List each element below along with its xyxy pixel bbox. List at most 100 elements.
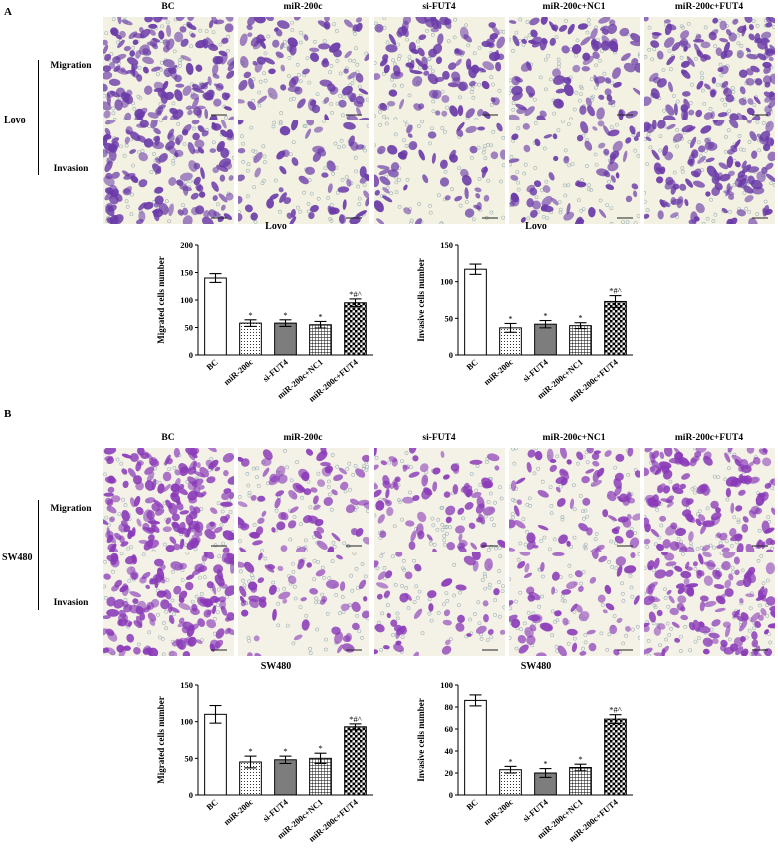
y-tick-label: 100 xyxy=(180,295,193,305)
x-tick-label: BC xyxy=(204,797,219,812)
y-tick-label: 50 xyxy=(185,753,194,763)
x-tick-label: miR-200c xyxy=(482,357,515,387)
error-bar-0 xyxy=(469,263,482,275)
significance-label-3: * xyxy=(318,311,322,321)
y-tick-label: 20 xyxy=(445,768,454,778)
error-bar-4 xyxy=(349,723,362,731)
y-axis-label: Migrated cells number xyxy=(156,696,166,783)
error-bar-0 xyxy=(209,704,222,724)
significance-label-4: *#^ xyxy=(349,714,362,724)
column-header-mir200c-nc1-b: miR-200c+NC1 xyxy=(542,433,606,443)
chart-title: SW480 xyxy=(521,661,552,672)
row-bracket-line-b xyxy=(38,500,39,610)
bar-0 xyxy=(204,713,227,796)
error-bar-4 xyxy=(349,298,362,308)
error-bar-1 xyxy=(244,319,257,327)
column-header-sifut4: si-FUT4 xyxy=(422,2,456,12)
micrograph-migration-sifut4 xyxy=(374,17,505,121)
x-tick-label: BC xyxy=(204,357,219,372)
row-label-migration: Migration xyxy=(50,61,92,71)
error-bar-1 xyxy=(504,765,517,774)
chart-title: SW480 xyxy=(261,661,292,672)
x-tick-label: BC xyxy=(464,797,479,812)
x-tick-label: si-FUT4 xyxy=(261,356,291,383)
y-tick-label: 150 xyxy=(180,680,193,690)
micrograph-invasion-bc xyxy=(103,120,234,224)
chart-svg: Lovo 0 50 100 150 200 Migrated cells number BC *… xyxy=(156,221,373,404)
y-tick-label: 0 xyxy=(449,350,453,360)
y-tick-label: 50 xyxy=(445,313,454,323)
column-header-mir200c-fut4: miR-200c+FUT4 xyxy=(674,2,744,12)
chart-title: Lovo xyxy=(525,221,547,232)
cell-line-label-sw480: SW480 xyxy=(2,552,33,563)
error-bar-2 xyxy=(539,319,552,329)
panel-letter-b: B xyxy=(4,408,12,420)
bar-2 xyxy=(534,323,557,356)
significance-label-2: * xyxy=(543,311,547,321)
micrograph-invasion-mir200c xyxy=(238,120,369,224)
micrograph-invasion-bc xyxy=(103,552,234,656)
bar-3 xyxy=(309,324,332,356)
x-tick-label: si-FUT4 xyxy=(521,796,551,823)
bar-chart-sw480-migration: SW480 0 50 100 150 Migrated cells number BC * mi… xyxy=(150,661,380,850)
column-header-mir200c-fut4-b: miR-200c+FUT4 xyxy=(674,433,744,443)
error-bar-0 xyxy=(469,694,482,707)
error-bar-3 xyxy=(574,322,587,330)
error-bar-3 xyxy=(314,320,327,329)
x-tick-label: miR-200c xyxy=(222,357,255,387)
bar-0 xyxy=(204,277,227,356)
significance-label-3: * xyxy=(578,754,582,764)
bar-2 xyxy=(274,322,297,356)
row-label-invasion: Invasion xyxy=(53,164,89,174)
x-tick-label: miR-200c xyxy=(482,797,515,827)
bar-0 xyxy=(464,268,487,356)
x-tick-label: BC xyxy=(464,357,479,372)
panel-letter-a: A xyxy=(4,6,12,18)
error-bar-2 xyxy=(279,755,292,765)
y-tick-label: 40 xyxy=(445,746,454,756)
chart-svg: SW480 0 50 100 150 Migrated cells number BC * mi… xyxy=(156,661,373,844)
micrograph-migration-sifut4 xyxy=(374,448,505,552)
micrograph-migration-mir200c-nc1 xyxy=(509,448,640,552)
y-tick-label: 100 xyxy=(180,717,193,727)
micrograph-invasion-mir200c-nc1 xyxy=(509,120,640,224)
error-bar-2 xyxy=(279,319,292,327)
micrograph-invasion-mir200c-nc1 xyxy=(509,552,640,656)
significance-label-2: * xyxy=(543,759,547,769)
significance-label-1: * xyxy=(248,746,252,756)
chart-svg: Lovo 0 50 100 150 Invasive cells number BC * miR… xyxy=(416,221,633,404)
x-tick-label: miR-200c xyxy=(222,797,255,827)
error-bar-4 xyxy=(609,295,622,308)
bar-chart-sw480-invasion: SW480 0 20 40 60 80 100 Invasive cells number BC… xyxy=(410,661,640,850)
significance-label-3: * xyxy=(578,313,582,323)
bar-3 xyxy=(569,325,592,356)
error-bar-3 xyxy=(574,763,587,772)
error-bar-1 xyxy=(504,322,517,333)
y-tick-label: 0 xyxy=(449,790,453,800)
y-tick-label: 50 xyxy=(185,323,194,333)
y-tick-label: 0 xyxy=(189,350,193,360)
cell-line-label-lovo: Lovo xyxy=(4,115,26,126)
significance-label-1: * xyxy=(508,756,512,766)
significance-label-1: * xyxy=(248,310,252,320)
bar-chart-lovo-migration: Lovo 0 50 100 150 200 Migrated cells number BC *… xyxy=(150,221,380,410)
error-bar-0 xyxy=(209,273,222,283)
micrograph-invasion-mir200c-fut4 xyxy=(644,552,775,656)
micrograph-invasion-sifut4 xyxy=(374,120,505,224)
y-tick-label: 100 xyxy=(440,277,453,287)
column-header-mir200c-nc1: miR-200c+NC1 xyxy=(542,2,606,12)
significance-label-4: *#^ xyxy=(609,286,622,296)
significance-label-4: *#^ xyxy=(609,705,622,715)
micrograph-migration-mir200c-fut4 xyxy=(644,448,775,552)
y-axis-label: Migrated cells number xyxy=(156,256,166,343)
error-bar-1 xyxy=(244,755,257,769)
y-axis-label: Invasive cells number xyxy=(416,698,426,782)
micrograph-migration-mir200c-fut4 xyxy=(644,17,775,121)
bar-4 xyxy=(604,300,627,356)
row-label-migration-b: Migration xyxy=(50,504,92,514)
significance-label-4: *#^ xyxy=(349,289,362,299)
y-tick-label: 60 xyxy=(445,724,454,734)
micrograph-migration-mir200c-nc1 xyxy=(509,17,640,121)
x-tick-label: si-FUT4 xyxy=(521,356,551,383)
column-header-bc-b: BC xyxy=(161,433,175,443)
